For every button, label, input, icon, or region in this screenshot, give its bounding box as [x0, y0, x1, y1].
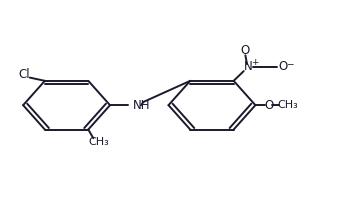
Text: +: + [251, 58, 258, 67]
Text: O: O [278, 60, 287, 73]
Text: NH: NH [133, 99, 151, 112]
Text: CH₃: CH₃ [88, 137, 109, 147]
Text: O: O [241, 44, 250, 58]
Text: −: − [286, 59, 293, 68]
Text: CH₃: CH₃ [277, 100, 298, 110]
Text: Cl: Cl [18, 68, 30, 81]
Text: O: O [265, 99, 274, 112]
Text: N: N [244, 60, 253, 73]
